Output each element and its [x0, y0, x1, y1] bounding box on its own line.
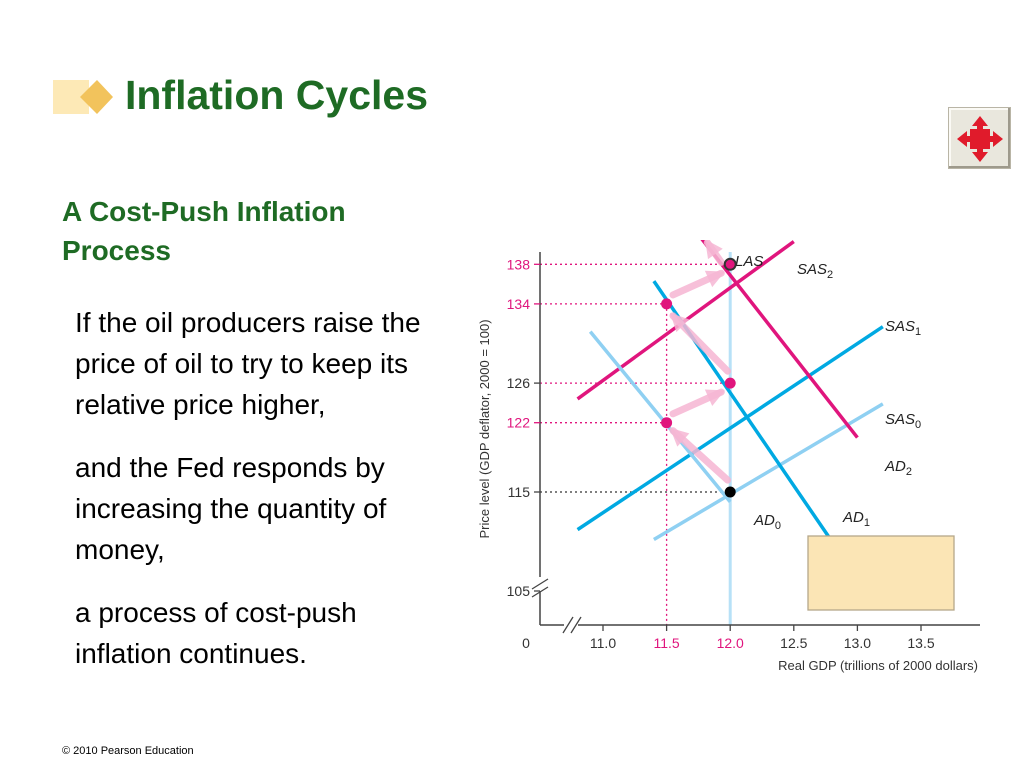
x-axis-break-gap [564, 616, 578, 634]
curve-label-ad2: AD2 [884, 458, 912, 478]
x-tick-label: 11.0 [590, 635, 616, 651]
spiral-arrow-head [704, 389, 725, 406]
x-tick-label: 13.0 [844, 635, 871, 651]
paragraph-fed-responds: and the Fed responds by increasing the q… [75, 452, 387, 565]
y-axis-title: Price level (GDP deflator, 2000 = 100) [477, 319, 492, 538]
paragraph-process-continues: a process of cost-push inflation continu… [75, 597, 357, 669]
equilibrium-point [723, 257, 737, 271]
equilibrium-point [661, 298, 673, 310]
curve-label-sas0: SAS0 [885, 411, 921, 431]
y-tick-label: 134 [507, 296, 531, 312]
equilibrium-point [724, 377, 736, 389]
y-axis-break-mark [531, 586, 549, 598]
x-tick-label: 11.5 [653, 635, 679, 651]
page-title: Inflation Cycles [125, 72, 429, 118]
y-tick-label: 122 [507, 415, 531, 431]
curve-label-sas2: SAS2 [797, 261, 833, 281]
paragraph-oil-producers: If the oil producers raise the price of … [75, 307, 421, 420]
curve-label-ad1: AD1 [842, 509, 870, 529]
spiral-arrow-head [670, 312, 690, 333]
curve-label-sas1: SAS1 [885, 318, 921, 338]
curve-ad0 [588, 330, 732, 504]
footer-copyright: © 2010 Pearson Education [62, 745, 194, 757]
chart-curves [576, 240, 884, 625]
curve-ad2 [700, 240, 859, 439]
spiral-arrows [669, 240, 732, 484]
body-text: If the oil producers raise the price of … [75, 302, 450, 696]
x-axis-break-mark [562, 616, 574, 634]
section-heading: A Cost-Push Inflation Process [62, 196, 346, 266]
y-tick-label: 138 [507, 256, 531, 272]
x-tick-label: 0 [522, 635, 530, 651]
y-tick-label: 126 [507, 375, 531, 391]
curve-sas1 [576, 325, 884, 532]
curve-label-ad0: AD0 [753, 512, 781, 532]
x-axis-title: Real GDP (trillions of 2000 dollars) [778, 658, 978, 673]
callout-box [807, 535, 955, 611]
four-way-arrow-icon [957, 116, 1003, 162]
x-tick-label: 13.5 [907, 635, 934, 651]
chart-axes [530, 252, 980, 634]
x-axis-break-mark [570, 616, 582, 634]
navigation-button[interactable] [948, 107, 1011, 169]
spiral-arrow-head [669, 427, 690, 447]
equilibrium-point [661, 417, 673, 429]
y-axis-break-mark [531, 578, 549, 590]
y-tick-label: 115 [508, 484, 531, 500]
spiral-arrow-head [705, 240, 723, 260]
equilibrium-point [724, 486, 736, 498]
curve-label-las: LAS [735, 253, 763, 270]
chart-guides [540, 263, 731, 625]
x-tick-label: 12.0 [717, 635, 744, 651]
x-tick-label: 12.5 [780, 635, 807, 651]
spiral-arrow-head [704, 270, 725, 288]
y-tick-label: 105 [507, 583, 531, 599]
cost-push-chart: 105 115 122 126 134 138 0 11.0 11.5 12.0 12.5 13.0 1… [477, 240, 980, 673]
curve-sas0 [652, 402, 884, 542]
arrow-tag-icon [53, 80, 113, 114]
